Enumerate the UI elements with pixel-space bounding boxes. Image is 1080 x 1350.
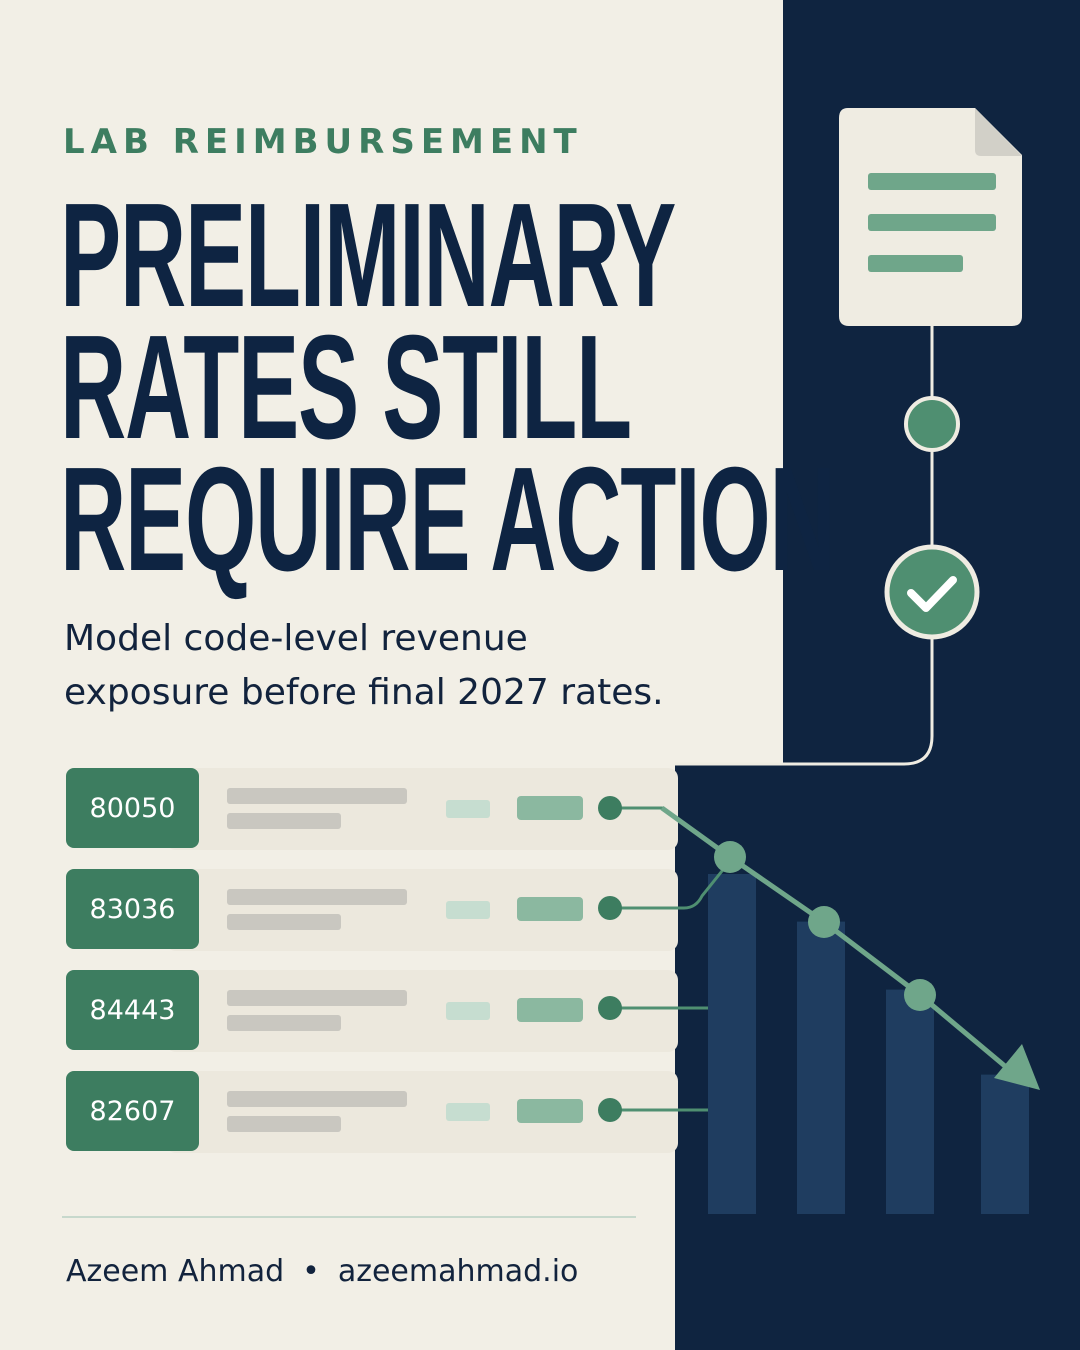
author-name: Azeem Ahmad <box>66 1254 285 1289</box>
headline-line-3: REQUIRE ACTION <box>60 437 836 602</box>
code-row-83036: 83036 <box>66 869 678 951</box>
navy-panel-lower <box>675 765 1080 1350</box>
code-row-84443: 84443 <box>66 970 678 1052</box>
code-row-80050: 80050 <box>66 768 678 850</box>
code-badge: 80050 <box>66 768 199 848</box>
subtitle: Model code-level revenue exposure before… <box>64 612 764 720</box>
footer: Azeem Ahmad • azeemahmad.io <box>66 1254 578 1289</box>
subtitle-line-2: exposure before final 2027 rates. <box>64 672 664 713</box>
code-badge: 84443 <box>66 970 199 1050</box>
headline-line-1: PRELIMINARY <box>60 173 676 338</box>
eyebrow-label: LAB REIMBURSEMENT <box>63 122 583 162</box>
code-rows: 80050 83036 84443 82607 <box>66 768 678 1172</box>
website-link[interactable]: azeemahmad.io <box>337 1254 579 1289</box>
headline: PRELIMINARY RATES STILL REQUIRE ACTION <box>60 173 836 602</box>
separator: • <box>302 1254 320 1289</box>
navy-panel-upper <box>783 0 1080 767</box>
code-badge: 83036 <box>66 869 199 949</box>
code-badge: 82607 <box>66 1071 199 1151</box>
code-row-82607: 82607 <box>66 1071 678 1153</box>
subtitle-line-1: Model code-level revenue <box>64 618 528 659</box>
footer-divider <box>62 1216 636 1218</box>
headline-line-2: RATES STILL <box>60 305 632 470</box>
